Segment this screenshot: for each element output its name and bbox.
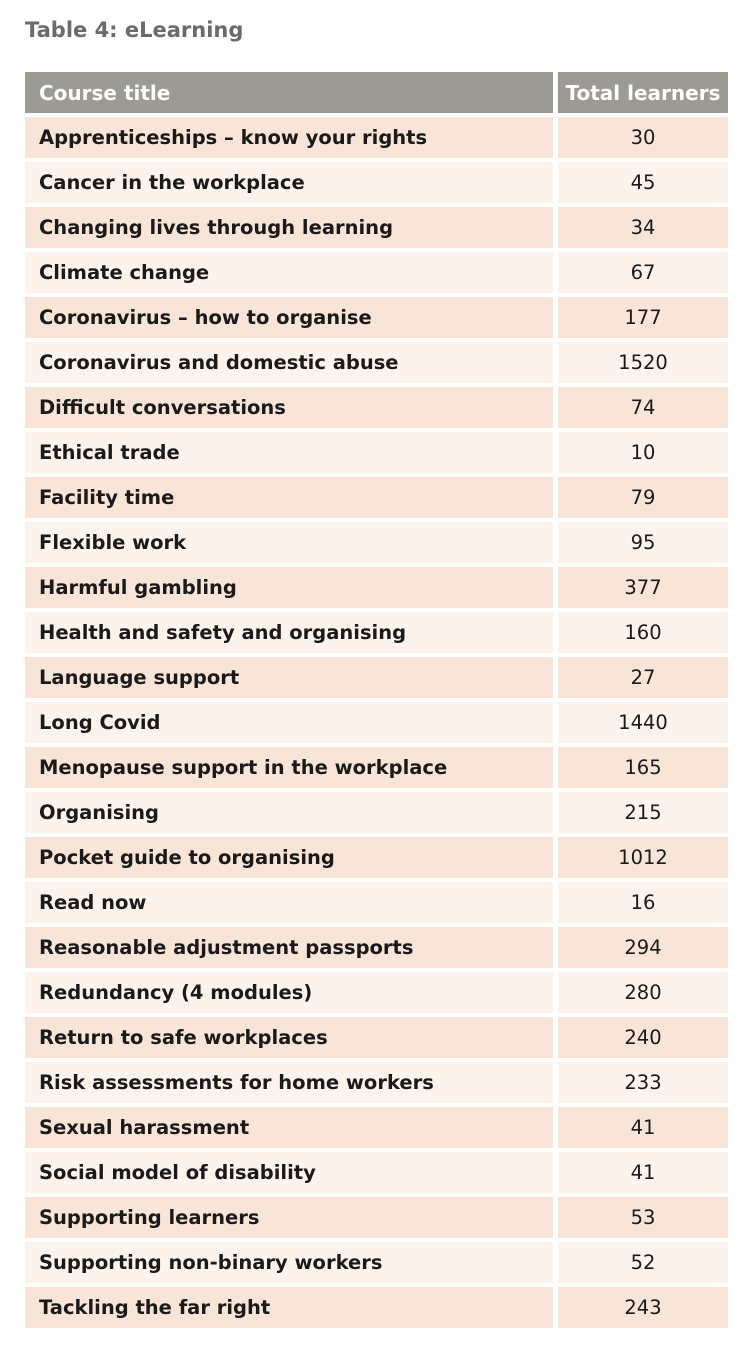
course-title: Return to safe workplaces — [25, 1017, 553, 1058]
course-title: Supporting non-binary workers — [25, 1242, 553, 1283]
course-title: Changing lives through learning — [25, 207, 553, 248]
learner-count: 160 — [558, 612, 728, 653]
learner-count: 377 — [558, 567, 728, 608]
learner-count: 34 — [558, 207, 728, 248]
table-row: Risk assessments for home workers 233 — [25, 1062, 728, 1103]
table-row: Climate change 67 — [25, 252, 728, 293]
table-row: Read now 16 — [25, 882, 728, 923]
course-title: Coronavirus – how to organise — [25, 297, 553, 338]
table-row: Menopause support in the workplace 165 — [25, 747, 728, 788]
course-title: Sexual harassment — [25, 1107, 553, 1148]
table: Course title Total learners Apprenticesh… — [25, 72, 728, 1332]
learner-count: 177 — [558, 297, 728, 338]
learner-count: 215 — [558, 792, 728, 833]
course-title: Menopause support in the workplace — [25, 747, 553, 788]
table-row: Pocket guide to organising 1012 — [25, 837, 728, 878]
table-title: Table 4: eLearning — [25, 18, 244, 42]
learner-count: 41 — [558, 1152, 728, 1193]
table-row: Supporting non-binary workers 52 — [25, 1242, 728, 1283]
table-row: Facility time 79 — [25, 477, 728, 518]
learner-count: 233 — [558, 1062, 728, 1103]
table-row: Coronavirus – how to organise 177 — [25, 297, 728, 338]
table-row: Ethical trade 10 — [25, 432, 728, 473]
course-title: Read now — [25, 882, 553, 923]
learner-count: 240 — [558, 1017, 728, 1058]
table-row: Coronavirus and domestic abuse 1520 — [25, 342, 728, 383]
course-title: Social model of disability — [25, 1152, 553, 1193]
learner-count: 280 — [558, 972, 728, 1013]
course-title: Redundancy (4 modules) — [25, 972, 553, 1013]
table-row: Flexible work 95 — [25, 522, 728, 563]
learner-count: 1440 — [558, 702, 728, 743]
learner-count: 27 — [558, 657, 728, 698]
learner-count: 53 — [558, 1197, 728, 1238]
learner-count: 79 — [558, 477, 728, 518]
learner-count: 1520 — [558, 342, 728, 383]
learner-count: 10 — [558, 432, 728, 473]
course-title: Organising — [25, 792, 553, 833]
course-title: Tackling the far right — [25, 1287, 553, 1328]
header-cell: Course title — [25, 72, 553, 113]
course-title: Supporting learners — [25, 1197, 553, 1238]
course-title: Long Covid — [25, 702, 553, 743]
course-title: Apprenticeships – know your rights — [25, 117, 553, 158]
learner-count: 1012 — [558, 837, 728, 878]
learner-count: 52 — [558, 1242, 728, 1283]
learner-count: 16 — [558, 882, 728, 923]
course-title: Cancer in the workplace — [25, 162, 553, 203]
learner-count: 41 — [558, 1107, 728, 1148]
table-row: Apprenticeships – know your rights 30 — [25, 117, 728, 158]
course-title: Harmful gambling — [25, 567, 553, 608]
course-title: Flexible work — [25, 522, 553, 563]
learner-count: 67 — [558, 252, 728, 293]
course-title: Risk assessments for home workers — [25, 1062, 553, 1103]
table-row: Social model of disability 41 — [25, 1152, 728, 1193]
table-row: Cancer in the workplace 45 — [25, 162, 728, 203]
header-cell: Total learners — [558, 72, 728, 113]
learner-count: 95 — [558, 522, 728, 563]
table-row: Language support 27 — [25, 657, 728, 698]
table-row: Difficult conversations 74 — [25, 387, 728, 428]
course-title: Facility time — [25, 477, 553, 518]
header-row: Course title Total learners — [25, 72, 728, 113]
learner-count: 45 — [558, 162, 728, 203]
course-title: Difficult conversations — [25, 387, 553, 428]
table-row: Changing lives through learning 34 — [25, 207, 728, 248]
learner-count: 74 — [558, 387, 728, 428]
table-row: Redundancy (4 modules) 280 — [25, 972, 728, 1013]
table-row: Long Covid 1440 — [25, 702, 728, 743]
table-row: Health and safety and organising 160 — [25, 612, 728, 653]
course-title: Reasonable adjustment passports — [25, 927, 553, 968]
table-row: Harmful gambling 377 — [25, 567, 728, 608]
table-row: Tackling the far right 243 — [25, 1287, 728, 1328]
table-row: Reasonable adjustment passports 294 — [25, 927, 728, 968]
table-row: Sexual harassment 41 — [25, 1107, 728, 1148]
learner-count: 243 — [558, 1287, 728, 1328]
course-title: Coronavirus and domestic abuse — [25, 342, 553, 383]
learner-count: 30 — [558, 117, 728, 158]
learner-count: 294 — [558, 927, 728, 968]
table-row: Organising 215 — [25, 792, 728, 833]
course-title: Climate change — [25, 252, 553, 293]
course-title: Language support — [25, 657, 553, 698]
table-row: Supporting learners 53 — [25, 1197, 728, 1238]
learner-count: 165 — [558, 747, 728, 788]
course-title: Ethical trade — [25, 432, 553, 473]
course-title: Health and safety and organising — [25, 612, 553, 653]
course-title: Pocket guide to organising — [25, 837, 553, 878]
table-row: Return to safe workplaces 240 — [25, 1017, 728, 1058]
